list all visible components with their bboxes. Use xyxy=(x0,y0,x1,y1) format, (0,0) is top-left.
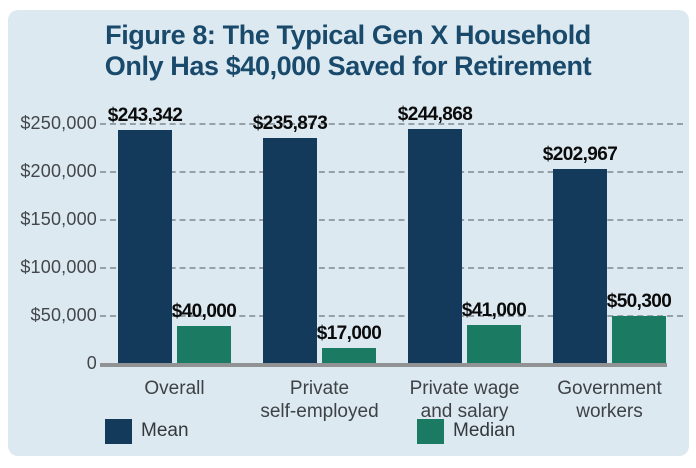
bar-value-label: $202,967 xyxy=(542,144,618,166)
bar-median-2 xyxy=(322,347,376,364)
gridline-250000 xyxy=(100,123,683,125)
chart-title-line2: Only Has $40,000 Saved for Retirement xyxy=(104,51,592,81)
gridline-100000 xyxy=(100,267,683,269)
gridline-200000 xyxy=(100,171,683,173)
legend-label-mean: Mean xyxy=(141,420,189,441)
legend-label-median: Median xyxy=(453,420,516,441)
bar-value-label: $235,873 xyxy=(252,112,328,134)
bar-value-label: $244,868 xyxy=(397,103,473,125)
y-axis-tick-label: 0 xyxy=(86,353,97,373)
chart-title: Figure 8: The Typical Gen X Household On… xyxy=(0,20,696,82)
bar-median-1 xyxy=(177,325,231,364)
y-axis-tick-label: $100,000 xyxy=(20,257,97,277)
bar-median-3 xyxy=(467,324,521,364)
bar-value-label: $243,342 xyxy=(107,105,183,127)
legend-swatch-median xyxy=(417,419,444,444)
bar-mean-4 xyxy=(553,169,607,364)
bar-value-label: $50,300 xyxy=(606,290,672,312)
bar-mean-2 xyxy=(263,137,317,364)
chart-title-line1: Figure 8: The Typical Gen X Household xyxy=(0,20,696,51)
bar-value-label: $40,000 xyxy=(171,300,237,322)
category-label: Private self-employed xyxy=(260,378,379,422)
bar-value-label: $41,000 xyxy=(461,299,527,321)
legend-swatch-mean xyxy=(105,419,132,444)
y-axis-tick-label: $200,000 xyxy=(20,161,97,181)
bar-mean-3 xyxy=(408,128,462,364)
bar-value-label: $17,000 xyxy=(316,322,382,344)
gridline-150000 xyxy=(100,219,683,221)
x-axis-line xyxy=(100,363,667,367)
gridline-50000 xyxy=(100,315,683,317)
category-label: Private wage and salary xyxy=(409,378,520,422)
y-axis-tick-label: $50,000 xyxy=(30,305,97,325)
bar-mean-1 xyxy=(118,130,172,364)
bar-median-4 xyxy=(612,315,666,364)
category-label: Government workers xyxy=(557,378,662,422)
y-axis-tick-label: $150,000 xyxy=(20,209,97,229)
category-label: Overall xyxy=(144,378,205,399)
y-axis-tick-label: $250,000 xyxy=(20,113,97,133)
figure-number-label: Figure 8: xyxy=(105,20,216,50)
chart-title-line1-text: The Typical Gen X Household xyxy=(215,20,592,50)
